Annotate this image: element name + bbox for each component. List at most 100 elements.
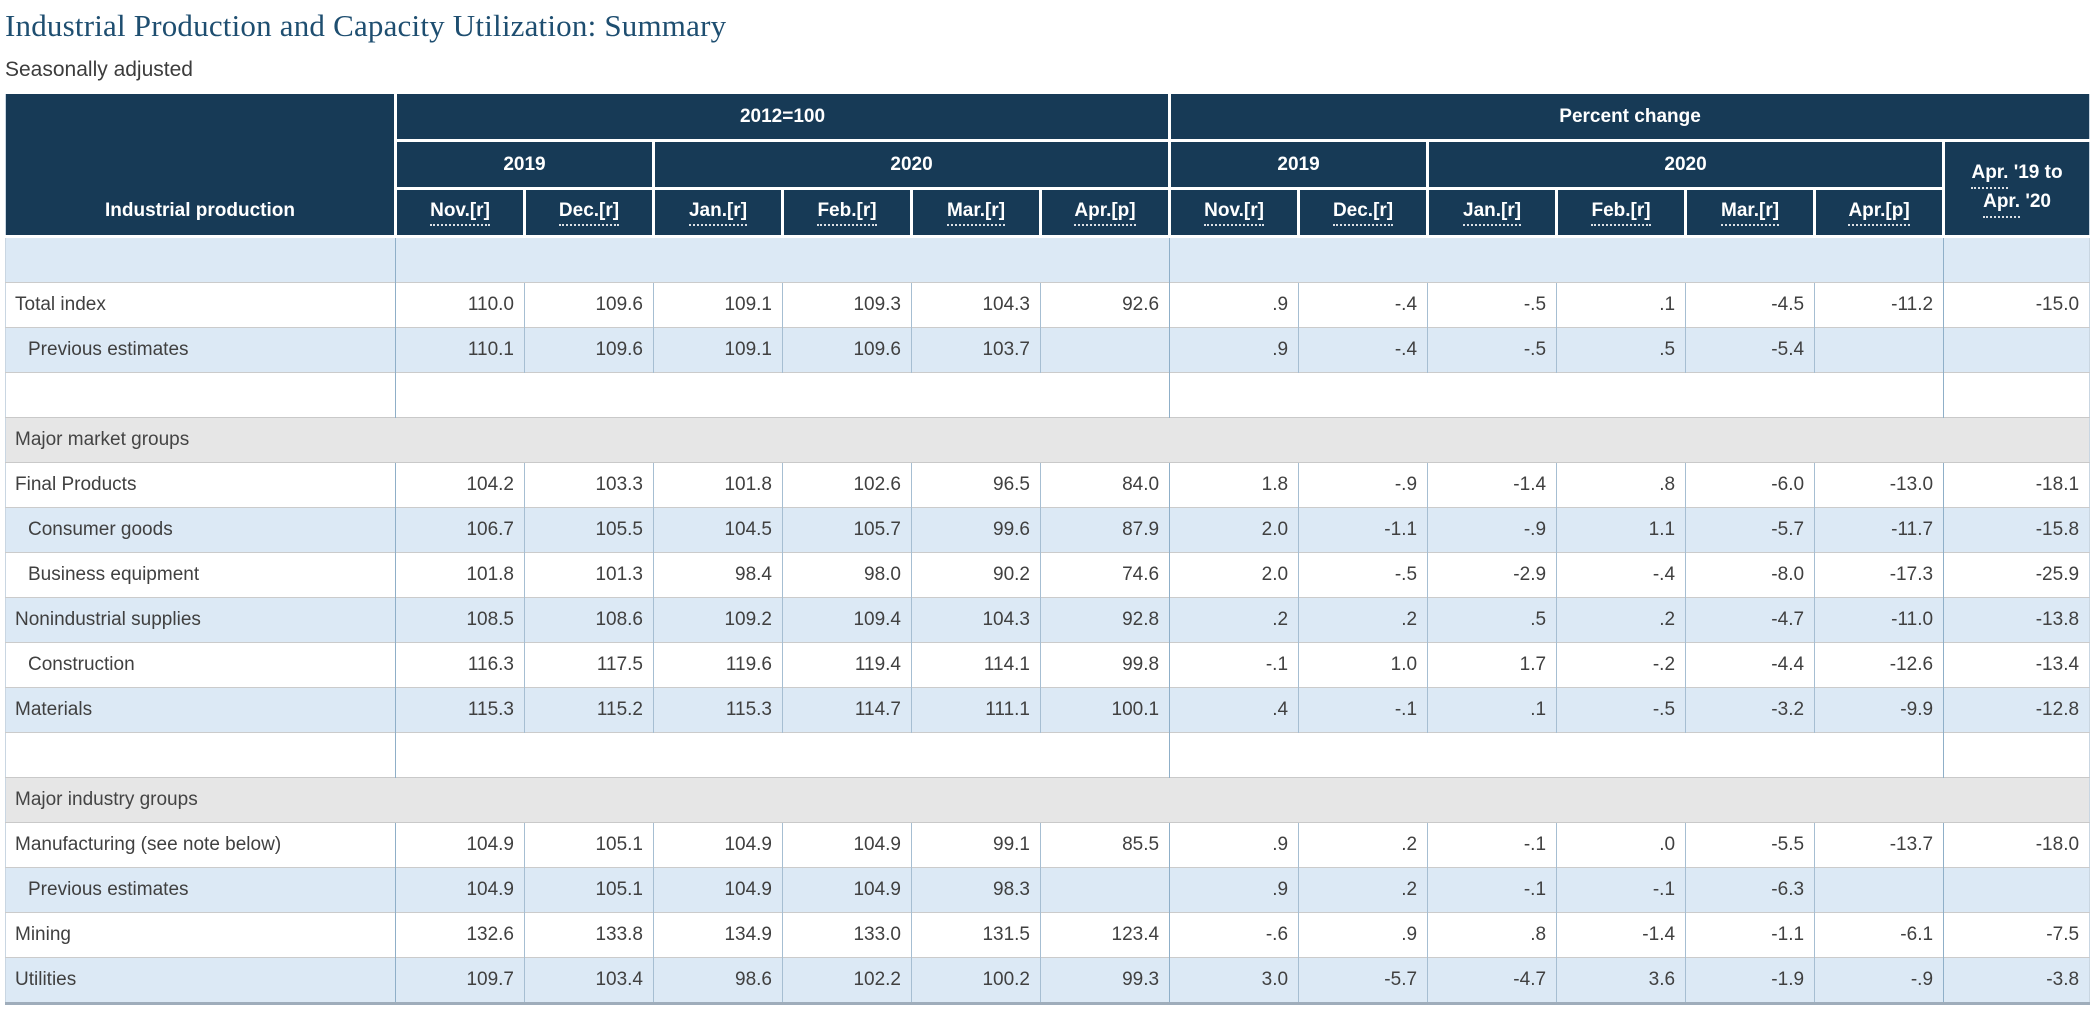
index-value: 109.6 [782, 327, 912, 373]
pct-change-value: -12.6 [1814, 642, 1945, 688]
month-column-header-apr-pct[interactable]: Apr.[p] [1813, 187, 1946, 238]
pct-change-value: -11.2 [1814, 282, 1945, 328]
data-row: Mining 132.6 133.8 134.9 133.0 131.5 123.4 -.6.… [5, 912, 2090, 958]
index-value: 132.6 [395, 912, 525, 958]
index-value: 105.7 [782, 507, 912, 553]
pct-change-value: .2 [1298, 597, 1428, 643]
spacer-row [5, 732, 2090, 778]
data-row: Previous estimates 110.1 109.6 109.1 109.6 10… [5, 327, 2090, 373]
month-column-header-mar-index[interactable]: Mar.[r] [910, 187, 1042, 238]
pct-change-value: 3.6 [1556, 957, 1686, 1004]
yoy-change-value: -18.0 [1943, 822, 2090, 868]
pct-change-value: -.9 [1427, 507, 1557, 553]
pct-change-value: -3.2 [1685, 687, 1815, 733]
month-column-header-nov-index[interactable]: Nov.[r] [395, 187, 526, 238]
section-header-row: Major industry groups [5, 777, 2090, 823]
month-column-header-nov-pct[interactable]: Nov.[r] [1168, 187, 1301, 238]
month-column-header-jan-index[interactable]: Jan.[r] [652, 187, 784, 238]
yoy-change-value [1943, 867, 2090, 913]
row-label: Utilities [5, 957, 396, 1004]
month-column-header-apr-index[interactable]: Apr.[p] [1038, 187, 1172, 238]
table-body: Total index 110.0 109.6 109.1 109.3 104.3 92.6… [5, 236, 2090, 1004]
index-value: 106.7 [395, 507, 525, 553]
data-row: Final Products 104.2 103.3 101.8 102.6 96.5 84… [5, 462, 2090, 508]
apr-abbr: Apr. [1971, 160, 2009, 189]
index-value: 104.9 [782, 867, 912, 913]
pct-change-value: -1.1 [1685, 912, 1815, 958]
pct-change-value: .9 [1298, 912, 1428, 958]
index-value: 114.7 [782, 687, 912, 733]
month-column-header-feb-index[interactable]: Feb.[r] [781, 187, 913, 238]
index-value: 119.6 [653, 642, 783, 688]
pct-change-value: -.5 [1427, 282, 1557, 328]
row-label: Final Products [5, 462, 396, 508]
year-header-2019-pct: 2019 [1168, 139, 1430, 190]
section-label: Major market groups [5, 417, 2090, 463]
pct-change-value: -.5 [1427, 327, 1557, 373]
pct-change-value: .2 [1298, 822, 1428, 868]
index-value: 104.9 [653, 822, 783, 868]
pct-change-value: -6.3 [1685, 867, 1815, 913]
year-header-2020-pct: 2020 [1426, 139, 1946, 190]
pct-change-value: 1.8 [1169, 462, 1299, 508]
yoy-change-value [1943, 327, 2090, 373]
month-column-header-jan-pct[interactable]: Jan.[r] [1426, 187, 1559, 238]
index-value: 115.2 [524, 687, 654, 733]
pct-change-value: .8 [1427, 912, 1557, 958]
month-abbr: Mar.[r] [946, 200, 1006, 226]
index-value: 104.9 [395, 822, 525, 868]
row-label: Materials [5, 687, 396, 733]
pct-change-value: .1 [1556, 282, 1686, 328]
index-value: 114.1 [911, 642, 1041, 688]
pct-change-value: -4.4 [1685, 642, 1815, 688]
month-column-header-dec-index[interactable]: Dec.[r] [523, 187, 655, 238]
yoy-change-value: -12.8 [1943, 687, 2090, 733]
header-year-row: 2019 2020 2019 2020 Apr. '19 to Apr. '20 [6, 139, 2090, 238]
month-abbr: Apr.[p] [1074, 200, 1136, 226]
row-label: Construction [5, 642, 396, 688]
index-value: 98.3 [911, 867, 1041, 913]
index-value: 101.8 [395, 552, 525, 598]
month-column-header-dec-pct[interactable]: Dec.[r] [1297, 187, 1430, 238]
index-value: 109.4 [782, 597, 912, 643]
col-header-apr19-to-apr20[interactable]: Apr. '19 to Apr. '20 [1942, 139, 2090, 238]
spacer-label-cell [5, 372, 396, 418]
last-col-header-line1: Apr. '19 to [1945, 160, 2089, 189]
index-value: 115.3 [395, 687, 525, 733]
index-value: 87.9 [1039, 507, 1171, 553]
index-value: 102.2 [782, 957, 912, 1004]
corner-header-industrial-production: Industrial production [5, 94, 397, 238]
data-row: Manufacturing (see note below) 104.9 105.1… [5, 822, 2090, 868]
pct-change-value [1814, 327, 1945, 373]
pct-change-value: -4.7 [1427, 957, 1557, 1004]
index-value: 96.5 [911, 462, 1041, 508]
pct-change-value: 1.0 [1298, 642, 1428, 688]
yoy-change-value: -15.0 [1943, 282, 2090, 328]
header-group-row: Industrial production 2012=100 Percent c… [5, 94, 2090, 238]
index-value: 110.1 [395, 327, 525, 373]
yoy-change-value: -15.8 [1943, 507, 2090, 553]
index-value: 109.3 [782, 282, 912, 328]
pct-change-value: .9 [1169, 822, 1299, 868]
pct-change-value: -13.0 [1814, 462, 1945, 508]
data-row: Previous estimates 104.9 105.1 104.9 104.9 98… [5, 867, 2090, 913]
pct-change-value: -5.4 [1685, 327, 1815, 373]
index-value: 109.2 [653, 597, 783, 643]
row-label: Total index [5, 282, 396, 328]
month-column-header-mar-pct[interactable]: Mar.[r] [1684, 187, 1817, 238]
pct-change-value: .1 [1427, 687, 1557, 733]
last-col-line1-rest: '19 to [2008, 161, 2063, 183]
group-header-2012-100: 2012=100 [393, 94, 1172, 142]
month-abbr: Dec.[r] [558, 200, 620, 226]
month-abbr: Feb.[r] [1591, 200, 1651, 226]
index-value: 117.5 [524, 642, 654, 688]
month-column-header-feb-pct[interactable]: Feb.[r] [1555, 187, 1688, 238]
spacer-row [5, 372, 2090, 418]
index-value: 99.1 [911, 822, 1041, 868]
data-row: Consumer goods 106.7 105.5 104.5 105.7 99.6 87… [5, 507, 2090, 553]
data-row: Nonindustrial supplies 108.5 108.6 109.2 109… [5, 597, 2090, 643]
index-value: 104.9 [395, 867, 525, 913]
pct-change-value: -6.1 [1814, 912, 1945, 958]
year-header-2019-index: 2019 [395, 139, 655, 190]
index-value: 105.1 [524, 822, 654, 868]
